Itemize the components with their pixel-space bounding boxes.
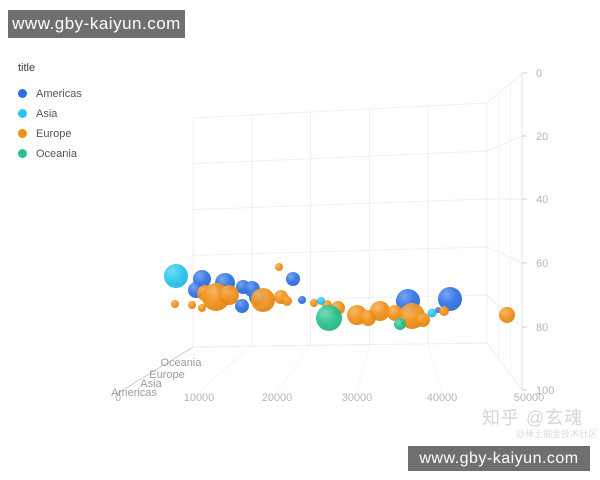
grid-line <box>192 342 488 348</box>
bubble-europe[interactable] <box>387 305 403 321</box>
community-watermark: @稀土掘金技术社区 <box>516 429 598 439</box>
grid-line <box>486 135 523 152</box>
y-axis-category-label: Oceania <box>161 357 203 369</box>
bubble-europe[interactable] <box>416 313 430 327</box>
bubble-europe[interactable] <box>188 301 196 309</box>
bubble-layer <box>164 263 515 331</box>
x-axis-tick-label: 40000 <box>427 392 458 404</box>
bubble-asia[interactable] <box>427 308 437 318</box>
z-axis-tick-label: 80 <box>536 322 548 334</box>
y-axis-category-label: Asia <box>140 378 162 390</box>
grid-line <box>192 246 488 256</box>
legend-title: title <box>18 62 36 74</box>
grid-line <box>192 150 488 165</box>
bubble-europe[interactable] <box>499 307 515 323</box>
bubble-oceania[interactable] <box>316 305 342 331</box>
y-axis-category-label: Americas <box>111 387 157 399</box>
bubble-americas[interactable] <box>298 296 306 304</box>
grid-line <box>192 102 488 119</box>
bubble-oceania[interactable] <box>394 318 406 330</box>
bubble-europe[interactable] <box>439 306 449 316</box>
bubble-europe[interactable] <box>171 300 179 308</box>
grid-line <box>356 344 370 393</box>
legend-item-oceania[interactable]: Oceania <box>18 147 82 160</box>
grid-line <box>486 342 523 391</box>
axis-label-layer: 0 10000 20000 30000 40000 50000 0 20 40 60 80 100 Am… <box>111 68 554 404</box>
legend-label: Oceania <box>36 147 77 160</box>
grid-layer <box>117 72 527 394</box>
grid-line <box>192 198 488 211</box>
legend-item-asia[interactable]: Asia <box>18 107 82 120</box>
zhihu-watermark: 知乎 @玄魂 <box>482 408 584 428</box>
x-axis-tick-label: 10000 <box>184 392 215 404</box>
grid-line <box>486 246 523 264</box>
grid-line <box>427 344 443 393</box>
legend: title Americas Asia Europe Oceania <box>18 62 82 167</box>
legend-label: Americas <box>36 87 82 100</box>
bubble-europe[interactable] <box>251 288 275 312</box>
site-watermark-top: www.gby-kaiyun.com <box>8 10 185 38</box>
legend-item-americas[interactable]: Americas <box>18 87 82 100</box>
z-axis-tick-label: 60 <box>536 258 548 270</box>
x-axis-tick-label: 0 <box>115 392 121 404</box>
z-axis-tick-label: 0 <box>536 68 542 80</box>
site-watermark-bottom: www.gby-kaiyun.com <box>408 446 590 471</box>
bubble-europe[interactable] <box>370 301 390 321</box>
legend-marker-asia <box>18 109 27 118</box>
y-axis-line <box>117 346 194 394</box>
legend-marker-oceania <box>18 149 27 158</box>
bubble-americas[interactable] <box>438 287 462 311</box>
legend-marker-americas <box>18 89 27 98</box>
bubble-europe[interactable] <box>282 296 292 306</box>
legend-marker-europe <box>18 129 27 138</box>
legend-item-europe[interactable]: Europe <box>18 127 82 140</box>
legend-label: Asia <box>36 107 58 120</box>
bubble-americas[interactable] <box>286 272 300 286</box>
bubble-europe[interactable] <box>219 285 239 305</box>
grid-line <box>486 72 523 104</box>
bubble-asia[interactable] <box>164 264 188 288</box>
legend-label: Europe <box>36 127 72 140</box>
grid-line <box>198 344 253 393</box>
z-axis-tick-label: 100 <box>536 385 554 397</box>
x-axis-tick-label: 20000 <box>262 392 293 404</box>
x-axis-tick-label: 30000 <box>342 392 373 404</box>
z-axis-tick-label: 40 <box>536 194 548 206</box>
bubble-asia[interactable] <box>317 297 325 305</box>
bubble-americas[interactable] <box>235 299 249 313</box>
z-axis-tick-label: 20 <box>536 131 548 143</box>
bubble-europe[interactable] <box>310 299 318 307</box>
x-axis-tick-label: 50000 <box>514 392 545 404</box>
grid-line <box>276 344 312 393</box>
y-axis-category-label: Europe <box>149 369 184 381</box>
bubble-europe[interactable] <box>275 263 283 271</box>
bubble-europe[interactable] <box>198 304 206 312</box>
